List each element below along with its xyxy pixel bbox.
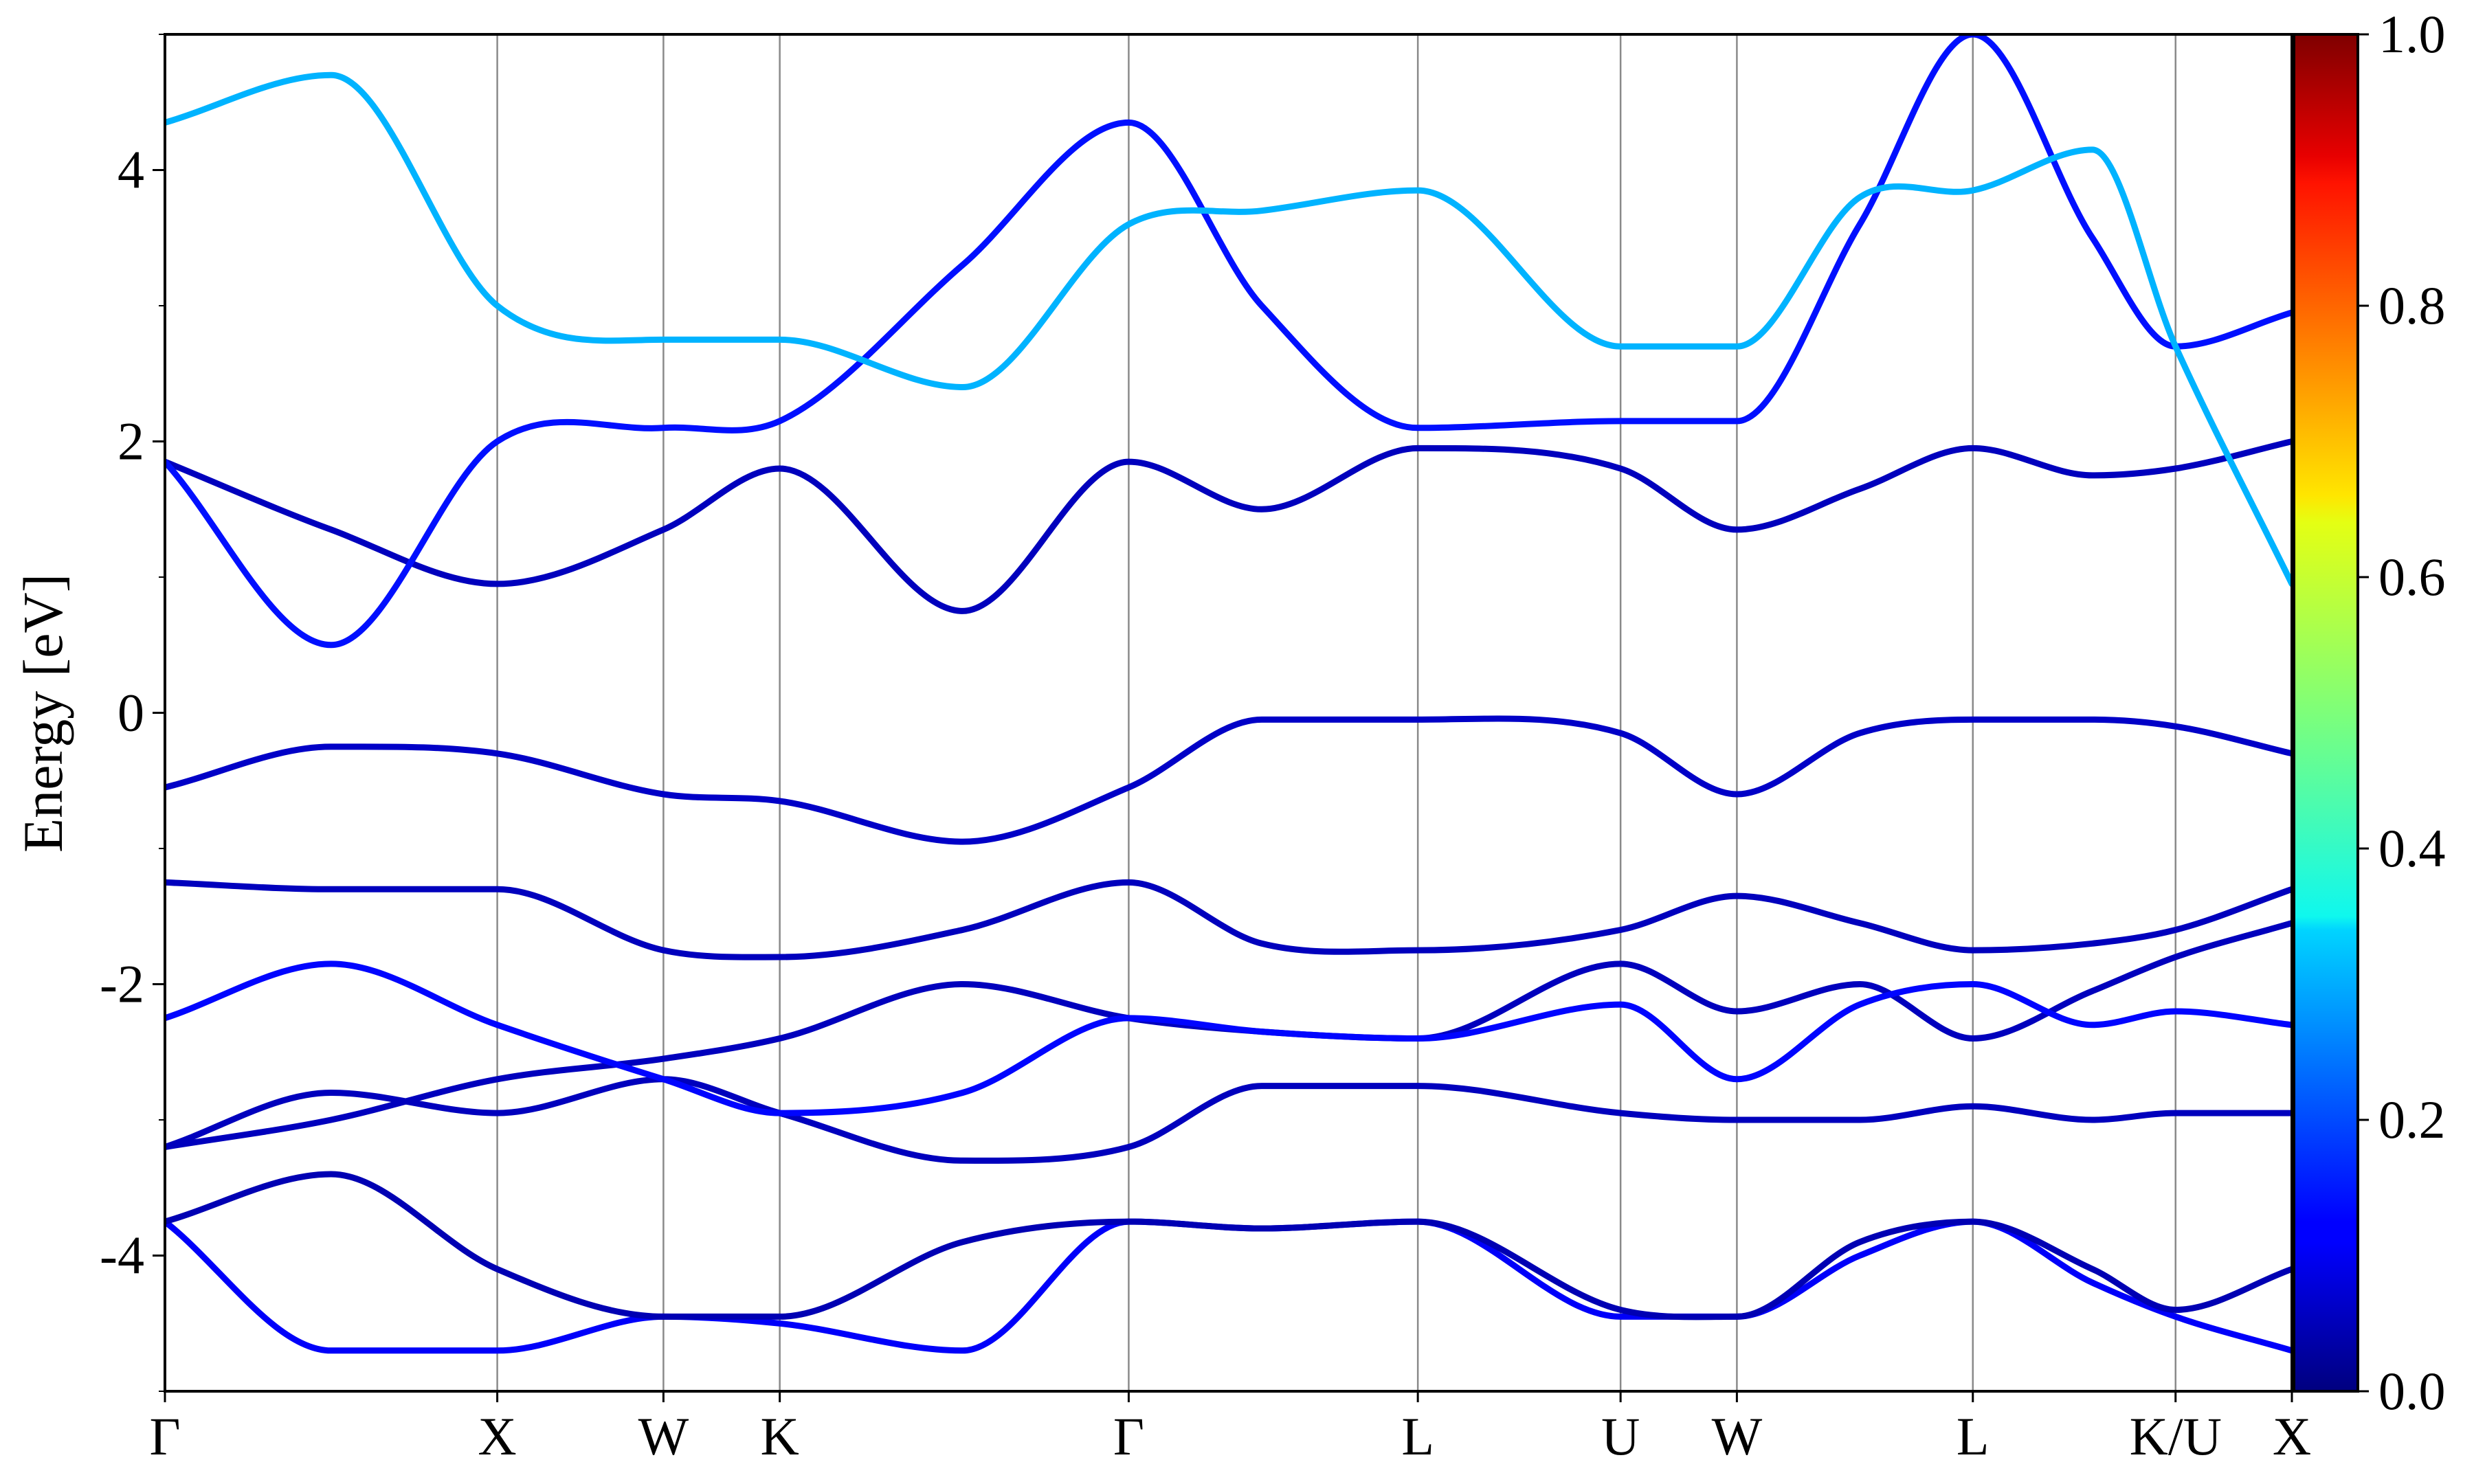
colorbar-tick-label: 0.4	[2378, 818, 2446, 878]
band-line	[165, 879, 2292, 960]
colorbar-tick-label: 0.8	[2378, 276, 2446, 335]
x-tick-label: W	[638, 1406, 689, 1466]
y-tick-label: 2	[118, 412, 144, 471]
x-tick-label: X	[2273, 1406, 2311, 1466]
y-tick-label: 0	[118, 683, 144, 743]
band-line	[165, 34, 2292, 649]
band-line	[165, 438, 2292, 614]
band-line	[165, 960, 2292, 1116]
band-line	[165, 1171, 2292, 1320]
x-tick-label: X	[478, 1406, 516, 1466]
colorbar-tick-label: 0.0	[2378, 1361, 2446, 1421]
y-axis: -4 -2 0 2 4	[100, 34, 165, 1392]
x-tick-label: K/U	[2130, 1406, 2222, 1466]
band-line	[165, 715, 2292, 845]
x-tick-label: Γ	[1113, 1406, 1144, 1466]
y-tick-label: 4	[118, 140, 144, 200]
colorbar-axis: 0.0 0.2 0.4 0.6 0.8 1.0	[2358, 4, 2446, 1421]
band-line	[165, 71, 2292, 587]
bands-layer	[165, 34, 2292, 1354]
x-tick-label: W	[1712, 1406, 1763, 1466]
y-tick-label: -4	[100, 1226, 144, 1285]
x-tick-label: K	[760, 1406, 799, 1466]
colorbar-tick-label: 0.6	[2378, 547, 2446, 607]
x-axis: Γ X W K Γ L U W L K/U X	[149, 1391, 2311, 1466]
y-axis-label: Energy [eV]	[12, 574, 74, 853]
x-tick-label: L	[1401, 1406, 1434, 1466]
y-tick-label: -2	[100, 954, 144, 1014]
colorbar	[2293, 33, 2359, 1393]
x-tick-label: Γ	[149, 1406, 180, 1466]
x-tick-label: L	[1957, 1406, 1990, 1466]
colorbar-tick-label: 0.2	[2378, 1090, 2446, 1149]
colorbar-tick-label: 1.0	[2378, 4, 2446, 64]
x-tick-label: U	[1601, 1406, 1640, 1466]
band-lines	[165, 34, 2292, 1354]
band-line	[165, 1076, 2292, 1164]
